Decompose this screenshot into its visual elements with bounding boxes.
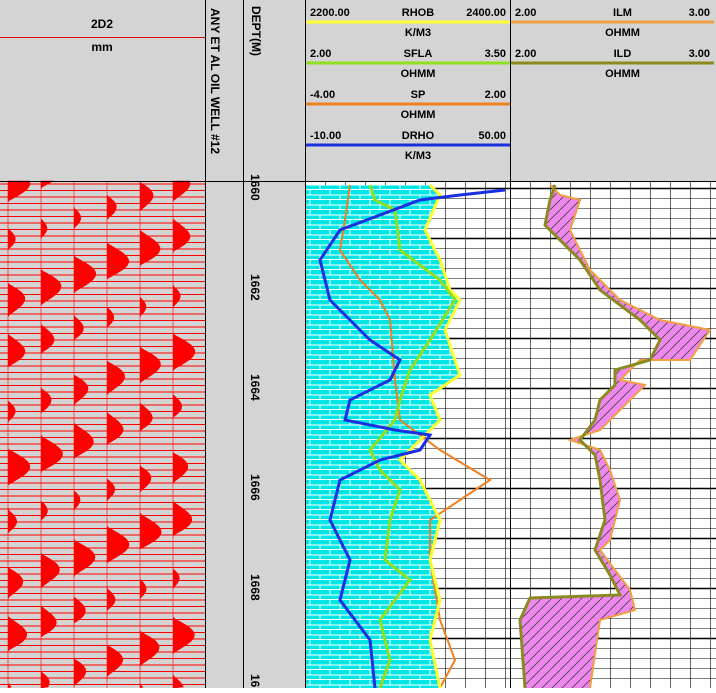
scale-left: 2200.00 — [310, 7, 350, 19]
depth-labels: 1660 1662 1664 1666 1668 1670 — [248, 174, 262, 693]
depth-header: DEPT(M) — [249, 6, 263, 56]
curve-unit: OHMM — [605, 68, 640, 80]
curve-name: ILM — [613, 7, 632, 19]
rhob-curve — [397, 183, 462, 688]
curve-name: SP — [411, 89, 426, 101]
scale-right: 3.00 — [689, 7, 710, 19]
curve-name: DRHO — [402, 130, 435, 142]
scale-left: 2.00 — [515, 7, 536, 19]
depth-label: 1666 — [248, 474, 262, 501]
scale-right: 3.00 — [689, 48, 710, 60]
scale-left: 2.00 — [310, 48, 331, 60]
curve-unit: K/M3 — [405, 150, 431, 162]
scale-left: -4.00 — [310, 89, 335, 101]
curve-name: ILD — [614, 48, 632, 60]
ilm-curve — [549, 184, 712, 688]
wiggle — [7, 180, 31, 689]
scale-right: 2400.00 — [466, 7, 506, 19]
scale-right: 50.00 — [478, 130, 506, 142]
curve-name: RHOB — [402, 7, 434, 19]
res-fill — [520, 185, 710, 688]
seismic-traces — [0, 180, 205, 689]
scale-left: -10.00 — [310, 130, 341, 142]
ild-curve — [518, 184, 662, 688]
curve-headers: 2200.00 RHOB 2400.00 K/M3 2.00 SFLA 3.50 OHMM -4… — [306, 7, 714, 162]
curve-unit: OHMM — [401, 109, 436, 121]
sfla-curve — [368, 184, 457, 688]
curve-unit: OHMM — [401, 68, 436, 80]
depth-label: 1662 — [248, 274, 262, 301]
curve-unit: K/M3 — [405, 27, 431, 39]
wiggle — [106, 181, 130, 688]
wiggle — [139, 180, 162, 689]
curves — [306, 183, 712, 688]
depth-label: 1668 — [248, 574, 262, 601]
seismic-unit: mm — [91, 40, 112, 54]
wiggle — [172, 180, 196, 689]
well-name: ANY ET AL OIL WELL #12 — [208, 8, 222, 154]
curve-unit: OHMM — [605, 27, 640, 39]
depth-label: 1664 — [248, 374, 262, 401]
curve-name: SFLA — [404, 48, 433, 60]
drho-curve — [318, 188, 506, 688]
seismic-area — [0, 181, 205, 688]
seismic-title: 2D2 — [91, 17, 113, 31]
depth-label: 1670 — [248, 674, 262, 688]
scale-right: 3.50 — [485, 48, 506, 60]
scale-left: 2.00 — [515, 48, 536, 60]
wiggle — [40, 180, 63, 689]
scale-right: 2.00 — [485, 89, 506, 101]
depth-label: 1660 — [248, 174, 262, 201]
wiggle — [73, 181, 96, 688]
